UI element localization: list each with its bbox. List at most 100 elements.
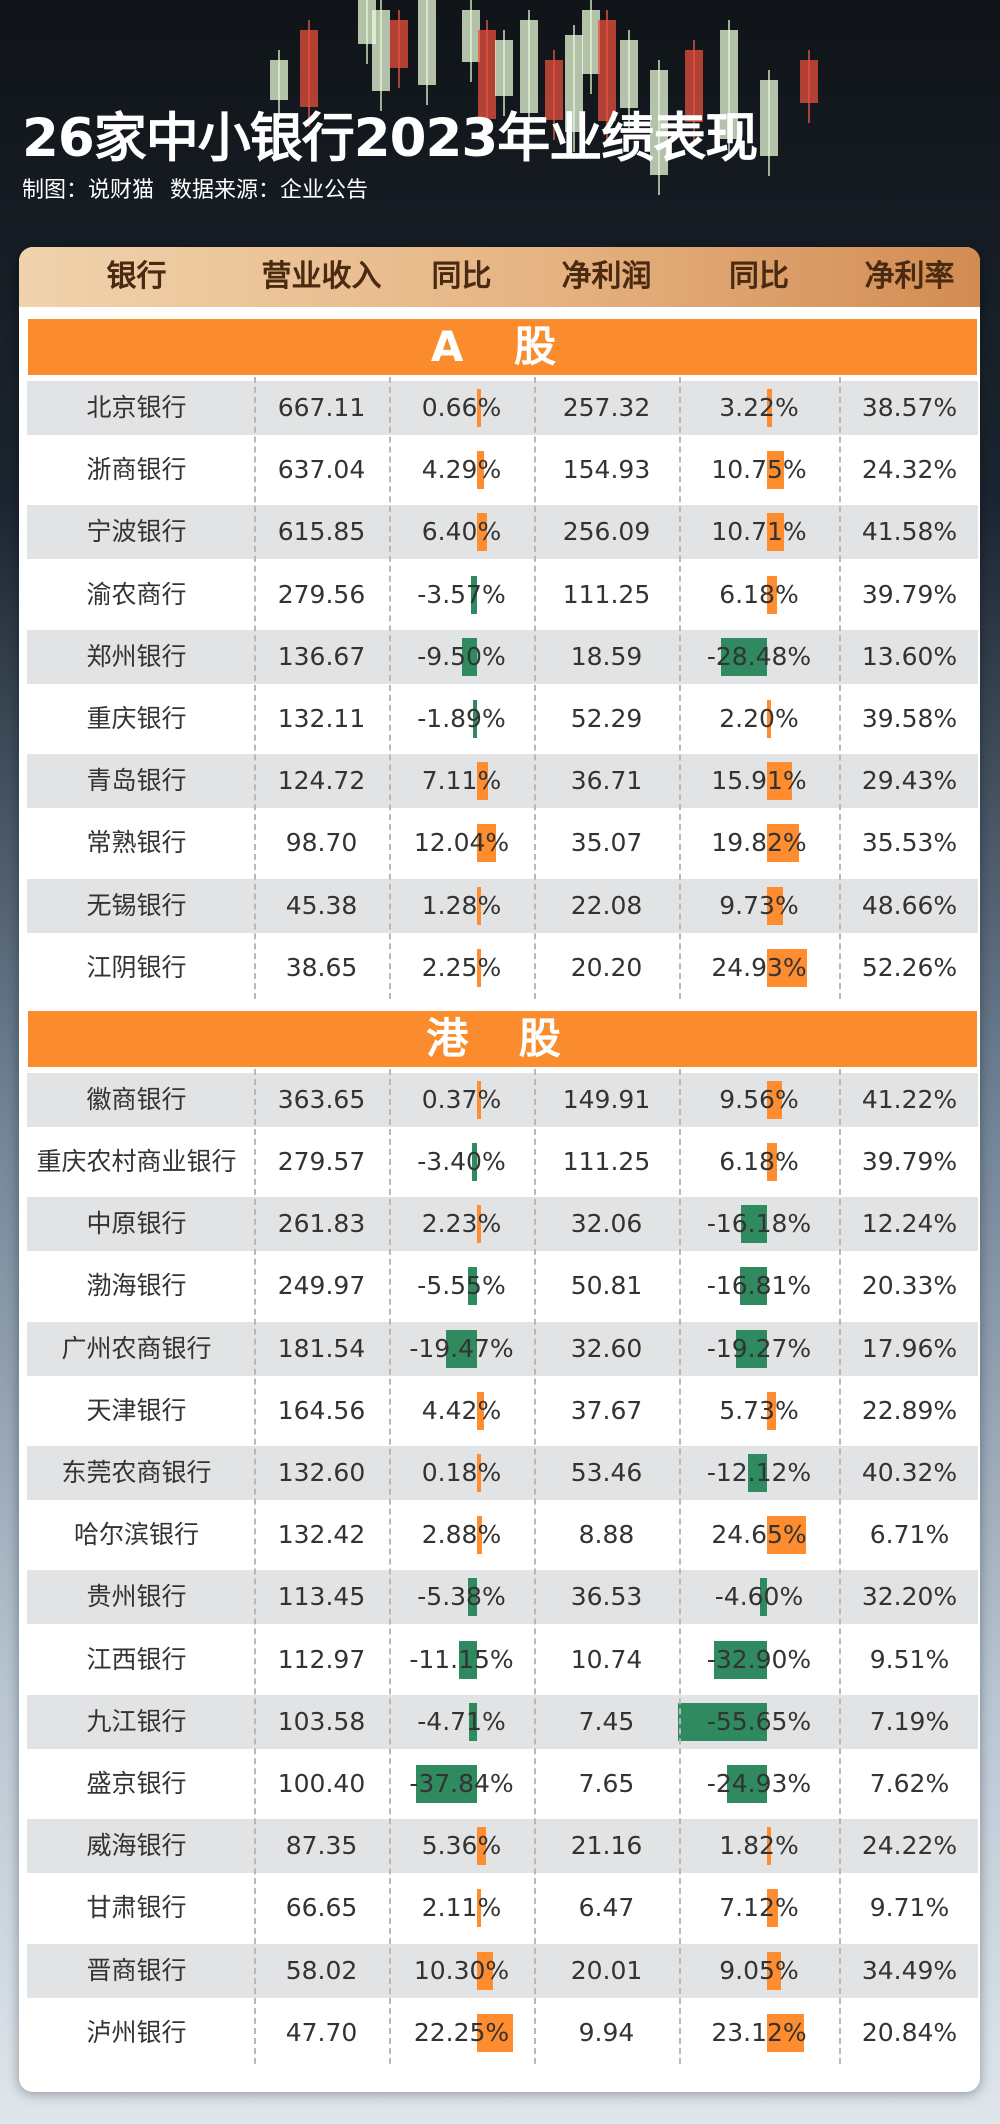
bank-name: 哈尔滨银行: [73, 1520, 199, 1550]
net-margin-value: 9.71%: [869, 1893, 950, 1923]
yoy-bar-positive: [767, 824, 799, 863]
net-profit-value: 36.71: [570, 766, 643, 796]
bank-name: 贵州银行: [86, 1582, 187, 1612]
table-row: 渝农商行 279.56 111.25 39.79% -3.57% 6.18%: [27, 568, 978, 622]
bank-name: 常熟银行: [86, 828, 187, 858]
column-divider: [254, 1068, 256, 2064]
table-row: 江阴银行 38.65 20.20 52.26% 2.25% 24.93%: [27, 941, 978, 995]
yoy-bar-positive: [767, 2013, 804, 2052]
yoy-value: -19.47%: [409, 1333, 514, 1363]
yoy-bar-positive: [767, 513, 785, 552]
bank-name: 渝农商行: [86, 579, 187, 609]
table-row: 九江银行 103.58 7.45 7.19% -4.71% -55.65%: [27, 1694, 978, 1749]
yoy-bar-positive: [767, 1951, 782, 1990]
revenue-value: 637.04: [277, 455, 366, 485]
yoy-bar-negative: [471, 575, 477, 614]
candle-body: [545, 60, 563, 120]
column-divider: [679, 377, 681, 999]
revenue-value: 667.11: [277, 393, 366, 422]
candle-body: [520, 20, 538, 113]
yoy-value: 5.36%: [421, 1831, 502, 1861]
yoy-value: -28.48%: [706, 641, 812, 671]
net-margin-value: 40.32%: [861, 1458, 958, 1487]
bank-name: 甘肃银行: [86, 1893, 187, 1923]
yoy-value: 5.73%: [719, 1395, 799, 1425]
table-row: 甘肃银行 66.65 6.47 9.71% 2.11% 7.12%: [27, 1881, 978, 1935]
revenue-value: 363.65: [277, 1084, 366, 1114]
table-row: 浙商银行 637.04 154.93 24.32% 4.29% 10.75%: [27, 443, 978, 497]
yoy-bar-negative: [445, 1329, 477, 1368]
candle-body: [390, 20, 408, 68]
net-profit-value: 32.06: [570, 1209, 643, 1239]
column-divider: [839, 377, 841, 999]
header: 26家中小银行2023年业绩表现 制图：说财猫 数据来源：企业公告: [22, 104, 758, 208]
yoy-value: 2.20%: [719, 704, 799, 733]
yoy-value: 9.73%: [719, 890, 799, 920]
yoy-bar-negative: [740, 1267, 767, 1306]
table-row: 北京银行 667.11 257.32 38.57% 0.66% 3.22%: [27, 381, 978, 435]
net-profit-value: 7.45: [578, 1706, 635, 1736]
yoy-value: -55.65%: [706, 1706, 812, 1736]
net-margin-value: 13.60%: [861, 641, 958, 671]
bank-name: 天津银行: [86, 1395, 187, 1425]
yoy-value: -1.89%: [417, 704, 506, 733]
yoy-bar-positive: [767, 1827, 771, 1866]
candle-body: [270, 60, 288, 100]
yoy-bar-positive: [477, 1516, 482, 1555]
yoy-value: -12.12%: [706, 1458, 812, 1487]
data-source: 数据来源：企业公告: [170, 178, 369, 203]
header-net-margin: 净利率: [864, 259, 955, 294]
net-margin-value: 6.71%: [869, 1520, 950, 1550]
yoy-bar-negative: [741, 1205, 767, 1244]
net-profit-value: 36.53: [570, 1582, 643, 1612]
yoy-value: -4.71%: [417, 1706, 506, 1736]
bank-name: 泸州银行: [86, 2017, 187, 2047]
yoy-value: 10.30%: [413, 1955, 510, 1985]
yoy-value: 10.71%: [711, 517, 807, 547]
net-profit-value: 50.81: [570, 1271, 643, 1301]
section-banner: A 股: [28, 319, 977, 375]
revenue-value: 279.57: [277, 1147, 366, 1176]
yoy-bar-negative: [747, 1454, 767, 1492]
net-profit-value: 32.60: [570, 1333, 643, 1363]
yoy-bar-positive: [477, 762, 489, 801]
bank-name: 晋商银行: [86, 1955, 187, 1985]
revenue-value: 181.54: [277, 1333, 366, 1363]
yoy-bar-positive: [477, 948, 481, 987]
yoy-bar-positive: [767, 1516, 807, 1555]
yoy-value: -16.81%: [706, 1271, 812, 1301]
yoy-bar-negative: [727, 1765, 767, 1803]
yoy-bar-positive: [767, 451, 785, 490]
yoy-value: 2.25%: [421, 952, 502, 982]
candle-body: [358, 0, 376, 44]
table-row: 盛京银行 100.40 7.65 7.62% -37.84% -24.93%: [27, 1757, 978, 1811]
table-row: 重庆银行 132.11 52.29 39.58% -1.89% 2.20%: [27, 692, 978, 746]
table-row: 无锡银行 45.38 22.08 48.66% 1.28% 9.73%: [27, 878, 978, 933]
yoy-bar-positive: [477, 1391, 485, 1430]
yoy-value: 9.56%: [719, 1084, 799, 1114]
column-divider: [389, 1068, 391, 2064]
column-divider: [389, 377, 391, 999]
yoy-value: 2.23%: [421, 1209, 502, 1239]
bank-name: 江西银行: [86, 1644, 187, 1674]
bank-name: 东莞农商银行: [61, 1458, 212, 1487]
revenue-value: 249.97: [277, 1271, 366, 1301]
yoy-bar-positive: [477, 513, 488, 552]
candle-body: [462, 10, 480, 62]
yoy-bar-negative: [473, 700, 477, 738]
table-row: 东莞农商银行 132.60 53.46 40.32% 0.18% -12.12%: [27, 1446, 978, 1500]
net-margin-value: 9.51%: [869, 1644, 950, 1674]
table-row: 晋商银行 58.02 20.01 34.49% 10.30% 9.05%: [27, 1943, 978, 1998]
bank-name: 九江银行: [86, 1706, 187, 1736]
yoy-bar-negative: [721, 637, 767, 676]
net-margin-value: 35.53%: [861, 828, 958, 858]
net-margin-value: 32.20%: [861, 1582, 958, 1612]
revenue-value: 132.42: [277, 1520, 366, 1550]
table-row: 郑州银行 136.67 18.59 13.60% -9.50% -28.48%: [27, 629, 978, 684]
bank-name: 宁波银行: [86, 517, 187, 547]
net-margin-value: 20.33%: [861, 1271, 958, 1301]
yoy-bar-positive: [767, 1391, 777, 1430]
yoy-bar-negative: [459, 1640, 477, 1679]
table-row: 中原银行 261.83 32.06 12.24% 2.23% -16.18%: [27, 1197, 978, 1252]
yoy-bar-positive: [477, 1889, 481, 1928]
